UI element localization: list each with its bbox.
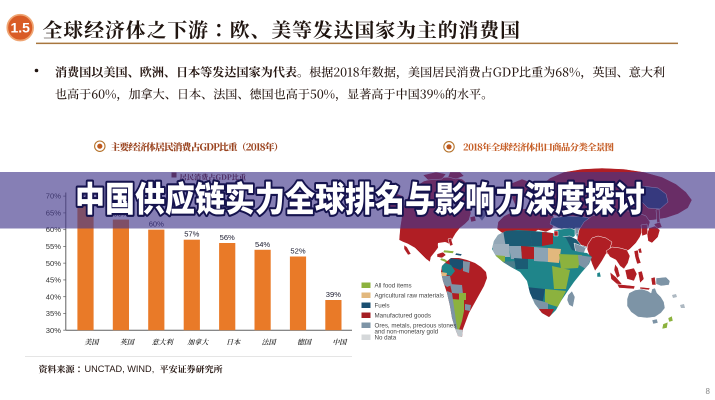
svg-text:60%: 60% xyxy=(46,225,61,234)
svg-text:30%: 30% xyxy=(46,326,61,335)
svg-text:and non-monetary gold: and non-monetary gold xyxy=(375,329,439,336)
svg-text:55%: 55% xyxy=(46,242,61,251)
svg-text:40%: 40% xyxy=(46,292,61,301)
svg-text:56%: 56% xyxy=(220,233,235,242)
svg-text:35%: 35% xyxy=(46,309,61,318)
svg-text:57%: 57% xyxy=(184,230,199,239)
svg-text:8: 8 xyxy=(706,387,711,396)
svg-text:39%: 39% xyxy=(326,290,341,299)
svg-text:54%: 54% xyxy=(255,240,270,249)
svg-text:1.5: 1.5 xyxy=(10,20,30,36)
svg-text:All food items: All food items xyxy=(375,283,412,290)
svg-text:Manufactured goods: Manufactured goods xyxy=(375,313,431,320)
svg-text:52%: 52% xyxy=(290,247,305,256)
svg-text:Fuels: Fuels xyxy=(375,303,390,310)
svg-text:45%: 45% xyxy=(46,276,61,285)
svg-text:Agricultural raw materials: Agricultural raw materials xyxy=(375,293,444,300)
svg-text:Ores, metals, precious stones: Ores, metals, precious stones xyxy=(375,323,457,330)
svg-text:No data: No data xyxy=(375,335,397,342)
svg-text:50%: 50% xyxy=(46,259,61,268)
svg-text:UNCTAD, WIND,: UNCTAD, WIND, xyxy=(85,364,155,374)
